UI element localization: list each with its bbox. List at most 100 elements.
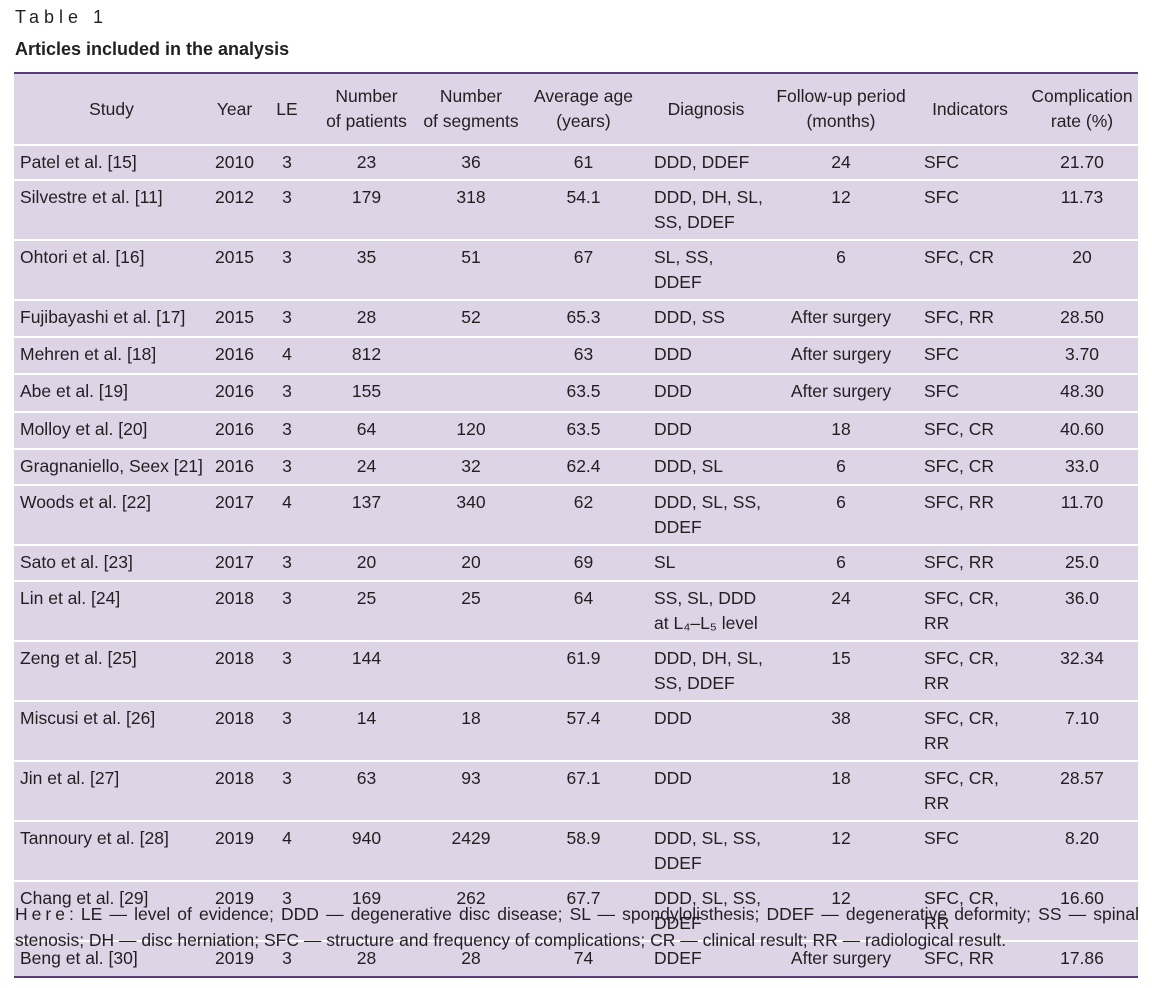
follow-up-cell: After surgery [790,948,892,968]
le-cell: 3 [260,641,314,702]
follow-up-cell: 24 [768,145,914,181]
indicators-cell: SFC, CR, RR [914,881,1026,942]
year-cell: 2018 [209,701,260,762]
complication-rate-cell: 21.70 [1026,145,1138,181]
study-cell: Gragnaniello, Seex [21] [14,449,209,486]
diagnosis-cell: DDD, DH, SL, SS, DDEF [644,180,768,241]
le-cell: 4 [260,337,314,375]
indicators-cell: SFC [914,821,1026,882]
column-header: LE [260,74,314,146]
diagnosis-cell: SS, SL, DDD at L₄–L₅ level [644,581,768,642]
age-cell: 63 [523,337,644,375]
table-row: Tannoury et al. [28] 2019 4 940 2429 58.9 DDD,… [14,821,1138,882]
le-cell: 3 [260,180,314,241]
complication-rate-cell: 16.60 [1026,881,1138,942]
study-cell: Miscusi et al. [26] [14,701,209,762]
follow-up-cell: After surgery [768,300,914,338]
segments-cell: 32 [419,449,523,486]
follow-up-cell: 12 [768,180,914,241]
segments-cell: 318 [419,180,523,241]
diagnosis-cell: DDEF [654,948,702,968]
age-cell: 63.5 [523,374,644,413]
le-cell: 3 [260,412,314,450]
year-cell: 2016 [209,337,260,375]
age-cell: 67 [523,240,644,301]
diagnosis-cell: DDD, SL [644,449,768,486]
segments-cell: 93 [419,761,523,822]
indicators-cell: SFC, CR [914,240,1026,301]
follow-up-cell: After surgery [768,337,914,375]
follow-up-cell: 38 [768,701,914,762]
diagnosis-cell: DDD [644,761,768,822]
table-row: Abe et al. [19] 2016 3 155 63.5 DDD After surg… [14,374,1138,413]
complication-rate-cell: 20 [1026,240,1138,301]
age-cell: 67.1 [523,761,644,822]
footnote-lead: Here [15,904,69,924]
age-cell: 62 [523,485,644,546]
patients-cell: 137 [314,485,419,546]
age-cell: 61 [523,145,644,181]
column-header: Diagnosis [644,74,768,146]
complication-rate-cell: 11.73 [1026,180,1138,241]
follow-up-cell: After surgery [768,374,914,413]
age-cell: 58.9 [523,821,644,882]
diagnosis-cell: DDD [644,701,768,762]
table-row: Jin et al. [27] 2018 3 63 93 67.1 DDD 18 SFC, CR… [14,761,1138,822]
table-row: Zeng et al. [25] 2018 3 144 61.9 DDD, DH, SL,… [14,641,1138,702]
table-row: Molloy et al. [20] 2016 3 64 120 63.5 DDD 18 SFC… [14,412,1138,450]
segments-cell: 25 [419,581,523,642]
table-row: Woods et al. [22] 2017 4 137 340 62 DDD, SL, S… [14,485,1138,546]
complication-rate-cell: 25.0 [1026,545,1138,582]
age-cell: 62.4 [523,449,644,486]
complication-rate-cell: 3.70 [1026,337,1138,375]
year-cell: 2017 [209,545,260,582]
year-cell: 2019 [209,821,260,882]
le-cell: 3 [260,545,314,582]
patients-cell: 179 [314,180,419,241]
age-cell: 61.9 [523,641,644,702]
segments-cell: 20 [419,545,523,582]
column-header: Indicators [914,74,1026,146]
table-row: Fujibayashi et al. [17] 2015 3 28 52 65.3 DDD,… [14,300,1138,338]
table-row: Ohtori et al. [16] 2015 3 35 51 67 SL, SS, DDE… [14,240,1138,301]
year-cell: 2016 [209,412,260,450]
complication-rate-cell: 40.60 [1026,412,1138,450]
table-row: Sato et al. [23] 2017 3 20 20 69 SL 6 SFC, RR 25.… [14,545,1138,582]
segments-cell: 2429 [419,821,523,882]
indicators-cell: SFC [914,180,1026,241]
year-cell: 2018 [209,761,260,822]
patients-cell: 812 [314,337,419,375]
table-row: Mehren et al. [18] 2016 4 812 63 DDD After sur… [14,337,1138,375]
segments-cell: 120 [419,412,523,450]
table-row: Miscusi et al. [26] 2018 3 14 18 57.4 DDD 38 SFC… [14,701,1138,762]
study-cell: Mehren et al. [18] [14,337,209,375]
patients-cell: 20 [314,545,419,582]
table-row: Gragnaniello, Seex [21] 2016 3 24 32 62.4 DDD,… [14,449,1138,486]
indicators-cell: SFC, CR, RR [914,701,1026,762]
follow-up-cell: 15 [768,641,914,702]
le-cell: 4 [260,821,314,882]
diagnosis-cell: DDD, DDEF [644,145,768,181]
study-cell: Fujibayashi et al. [17] [14,300,209,338]
le-cell: 3 [260,300,314,338]
age-cell: 63.5 [523,412,644,450]
study-cell: Tannoury et al. [28] [14,821,209,882]
study-cell: Lin et al. [24] [14,581,209,642]
table-row: Silvestre et al. [11] 2012 3 179 318 54.1 DDD,… [14,180,1138,241]
patients-cell: 28 [314,300,419,338]
year-cell: 2019 [209,881,260,942]
study-cell: Zeng et al. [25] [14,641,209,702]
indicators-cell: SFC [914,337,1026,375]
segments-cell: 18 [419,701,523,762]
complication-rate-cell: 11.70 [1026,485,1138,546]
age-cell: 54.1 [523,180,644,241]
year-cell: 2017 [209,485,260,546]
complication-rate-cell: 28.50 [1026,300,1138,338]
column-header: Number of patients [314,74,419,146]
le-cell: 3 [260,240,314,301]
complication-rate-cell: 28.57 [1026,761,1138,822]
footnote-text: : LE — level of evidence; DDD — degenera… [15,904,1139,950]
complication-rate-cell: 8.20 [1026,821,1138,882]
year-cell: 2016 [209,374,260,413]
diagnosis-cell: DDD, SL, SS, DDEF [644,485,768,546]
